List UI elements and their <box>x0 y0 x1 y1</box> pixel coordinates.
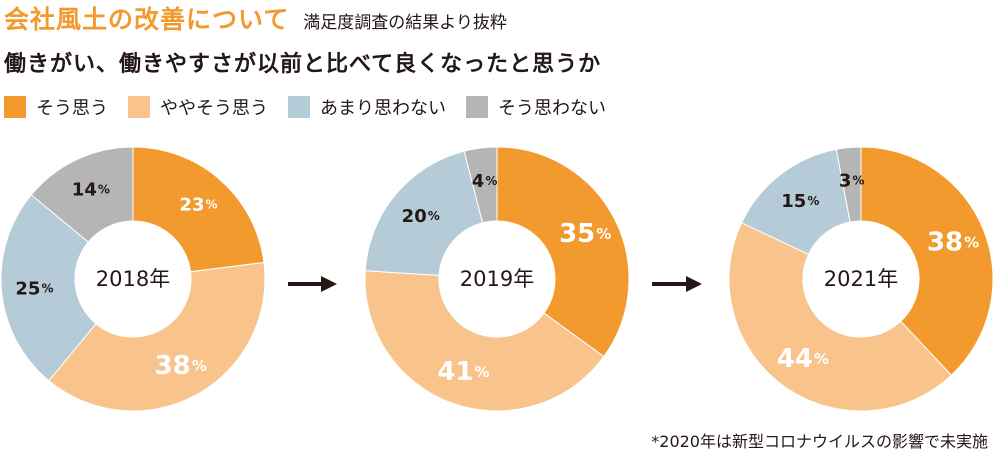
slice-value-label: 38% <box>927 228 979 258</box>
page-title: 会社風土の改善について <box>4 5 290 34</box>
legend-swatch <box>288 96 310 118</box>
legend-swatch <box>4 96 26 118</box>
legend-item-strongly-agree: そう思う <box>4 94 108 120</box>
donut-chart-1: 35% 41% 20% 4% 2019年 <box>364 146 630 412</box>
donut-chart-0: 23% 38% 25% 14% 2018年 <box>0 146 266 412</box>
legend-swatch <box>466 96 488 118</box>
slice-value-label: 20% <box>402 205 440 226</box>
slice-value-label: 4% <box>472 170 498 191</box>
slice-value-label: 44% <box>777 344 829 374</box>
slice-value-label: 35% <box>559 219 611 249</box>
legend-item-somewhat-agree: ややそう思う <box>128 94 268 120</box>
legend: そう思う ややそう思う あまり思わない そう思わない <box>4 94 626 120</box>
slice-value-label: 25% <box>15 278 53 299</box>
slice-value-label: 14% <box>72 179 110 200</box>
legend-label: あまり思わない <box>320 98 446 119</box>
legend-item-disagree: そう思わない <box>466 94 606 120</box>
donut-hole <box>439 221 555 337</box>
arrow-icon <box>288 276 337 292</box>
survey-question: 働きがい、働きやすさが以前と比べて良くなったと思うか <box>4 52 602 77</box>
chart-year-label: 2019年 <box>460 267 534 291</box>
slice-value-label: 23% <box>179 194 217 215</box>
donut-hole <box>803 221 919 337</box>
donut-slice-1-1 <box>364 270 605 412</box>
slice-value-label: 38% <box>155 351 207 381</box>
slice-value-label: 3% <box>839 170 865 191</box>
title-row: 会社風土の改善について 満足度調査の結果より抜粋 <box>4 0 507 36</box>
legend-label: そう思わない <box>498 98 606 119</box>
chart-year-label: 2018年 <box>96 267 170 291</box>
legend-swatch <box>128 96 150 118</box>
page-subtitle: 満足度調査の結果より抜粋 <box>303 13 507 33</box>
arrow-icon <box>652 276 702 292</box>
donut-slice-1-2 <box>364 150 484 276</box>
donut-hole <box>75 221 191 337</box>
footnote: *2020年は新型コロナウイルスの影響で未実施 <box>651 432 988 451</box>
legend-label: そう思う <box>36 98 108 119</box>
slice-value-label: 41% <box>437 357 489 387</box>
donut-chart-2: 38% 44% 15% 3% 2021年 <box>728 146 994 412</box>
legend-label: ややそう思う <box>160 98 268 119</box>
slice-value-label: 15% <box>781 190 819 211</box>
legend-item-somewhat-disagree: あまり思わない <box>288 94 446 120</box>
chart-year-label: 2021年 <box>824 267 898 291</box>
